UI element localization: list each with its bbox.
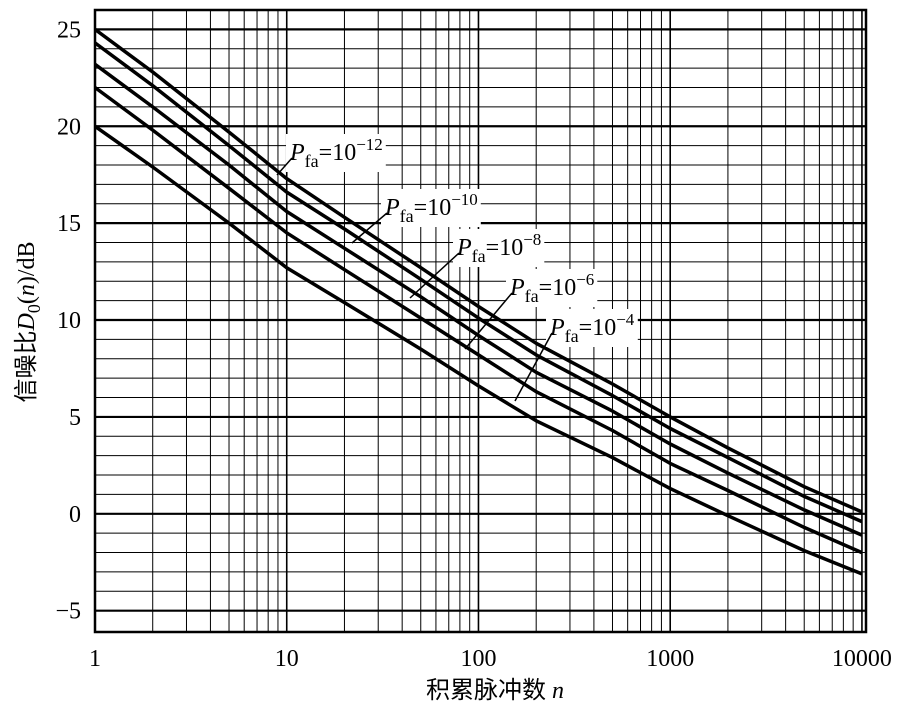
annotation-background [546,309,638,347]
annotation: Pfa=10−10 [384,190,478,226]
y-axis-label-var: D [14,313,40,331]
annotation-symbol: P [456,235,472,261]
annotation: Pfa=10−6 [509,270,594,306]
annotation-text: =10 [414,195,452,221]
annotation-leader [351,212,388,244]
annotation-symbol: P [509,275,525,301]
series-line [93,62,863,537]
y-axis-label-sub: 0 [24,304,44,313]
annotation-superscript: −8 [523,230,541,249]
y-axis-label: 信噪比D0(n)/dB [13,241,44,402]
annotation-text: =10 [539,275,577,301]
annotation-symbol: P [549,315,565,341]
series-line [93,41,863,524]
annotation-superscript: −4 [616,310,635,329]
annotation-superscript: −10 [451,190,478,209]
y-tick-label: −5 [55,599,81,625]
x-tick-label: 1 [89,646,101,672]
y-tick-label: 20 [57,114,81,140]
annotation-subscript: fa [525,286,539,306]
annotation-subscript: fa [472,246,486,266]
annotation-subscript: fa [565,326,579,346]
x-tick-label: 1000 [646,646,694,672]
y-axis-label-text: )/dB [14,241,40,284]
annotation-leader [276,157,293,176]
series-line [93,124,863,576]
annotation-background [381,189,481,227]
series-line [93,27,863,514]
annotation-superscript: −6 [576,270,594,289]
y-axis-label-text: 信噪比 [13,331,40,403]
annotation-superscript: −12 [356,135,383,154]
series-line [93,86,863,555]
annotation-subscript: fa [305,151,319,171]
annotation-symbol: P [289,140,305,166]
annotation-leader [409,252,460,299]
x-tick-label: 10000 [832,646,892,672]
x-axis-label-var: n [552,678,564,704]
annotation: Pfa=10−12 [289,135,383,171]
annotation-background [506,269,598,307]
x-axis-label-text: 积累脉冲数 [426,677,552,704]
y-tick-label: 10 [57,308,81,334]
y-tick-label: 25 [57,17,81,43]
annotation-text: =10 [486,235,524,261]
annotation-text: =10 [579,315,617,341]
annotation-leader [464,292,513,350]
y-axis-label-var: n [14,284,40,296]
annotation-background [453,229,545,267]
x-tick-label: 100 [460,646,496,672]
y-tick-label: 5 [69,405,81,431]
annotation: Pfa=10−4 [549,310,635,346]
annotation-subscript: fa [400,206,414,226]
annotation-leader [514,332,553,402]
annotation-symbol: P [384,195,400,221]
annotation: Pfa=10−8 [456,230,541,266]
x-tick-label: 10 [275,646,299,672]
x-axis-label: 积累脉冲数 n [426,677,564,704]
annotation-text: =10 [319,140,357,166]
plot-frame [93,8,868,634]
annotation-background [286,134,386,172]
y-tick-label: 15 [57,211,81,237]
y-tick-label: 0 [69,502,81,528]
y-axis-label-text: ( [14,296,40,304]
